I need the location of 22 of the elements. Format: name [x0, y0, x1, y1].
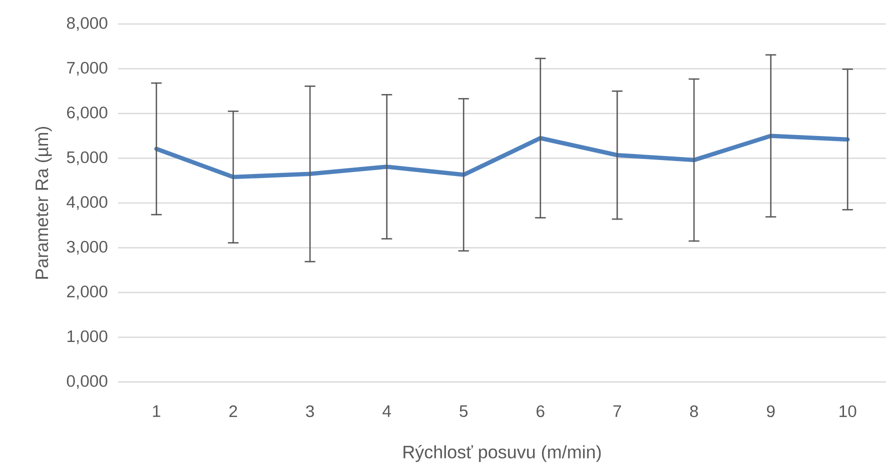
y-tick-label: 8,000 — [66, 17, 108, 31]
x-tick-label: 8 — [690, 405, 698, 418]
y-tick-label: 5,000 — [66, 151, 108, 166]
y-tick-label: 4,000 — [66, 196, 108, 210]
x-tick-label: 9 — [766, 405, 775, 418]
x-axis-title: Rýchlosť posuvu (m/min) — [404, 444, 601, 462]
y-tick-label: 6,000 — [67, 106, 108, 120]
x-tick-label: 4 — [382, 405, 391, 417]
y-tick-label: 3,000 — [66, 240, 108, 255]
y-tick-label: 1,000 — [68, 330, 108, 344]
line-series — [154, 134, 850, 180]
x-tick-label: 3 — [306, 405, 314, 418]
y-tick-label: 0,000 — [66, 375, 108, 389]
y-axis-title: Parameter Ra (µm) — [34, 126, 52, 279]
x-tick-label: 10 — [840, 405, 856, 418]
x-tick-label: 7 — [613, 405, 621, 417]
x-tick-label: 5 — [460, 405, 468, 417]
x-tick-label: 2 — [229, 405, 238, 417]
y-tick-label: 7,000 — [67, 62, 108, 76]
x-tick-label: 1 — [153, 405, 160, 417]
y-tick-label: 2,000 — [67, 286, 108, 300]
x-tick-label: 6 — [536, 405, 544, 418]
